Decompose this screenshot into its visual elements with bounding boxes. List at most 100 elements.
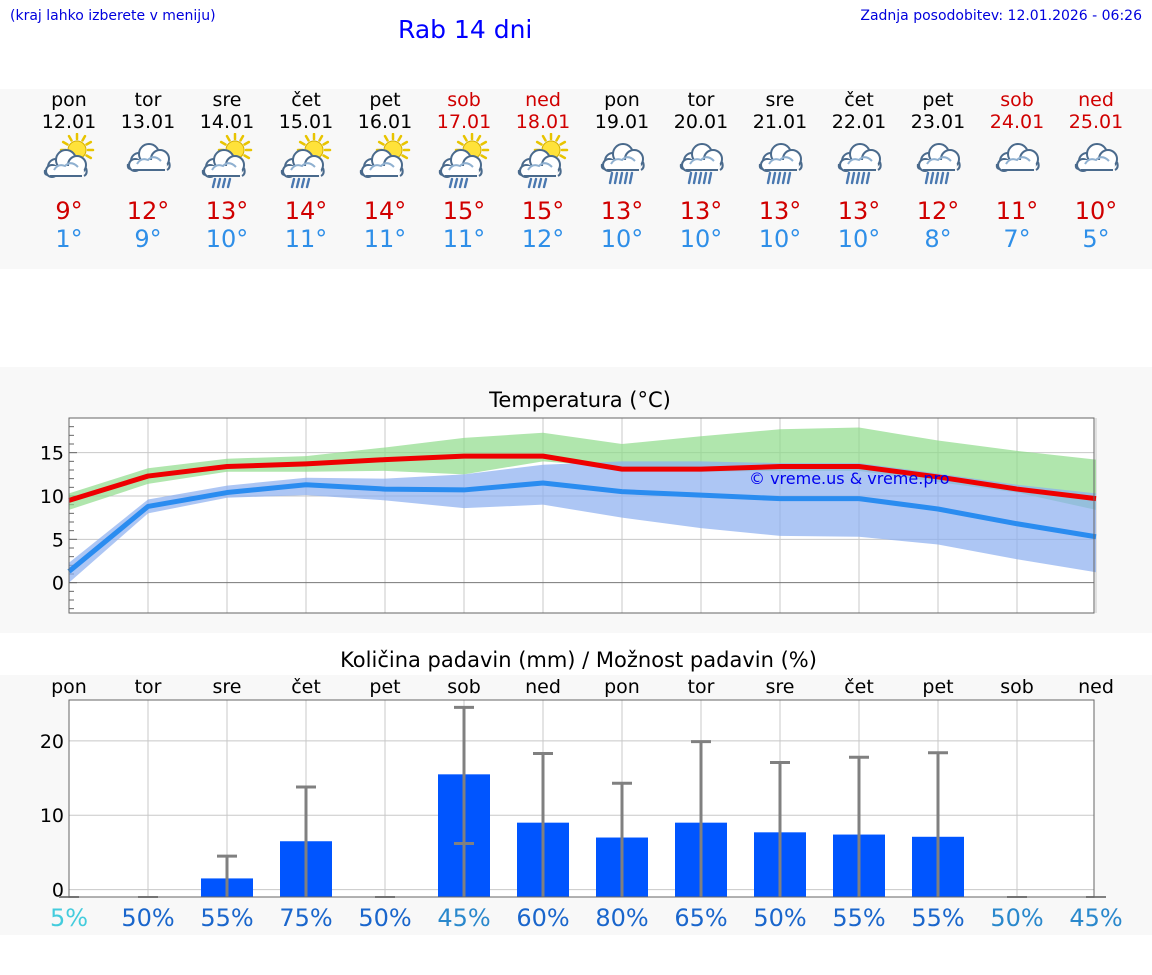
y-tick-label: 5 bbox=[52, 529, 64, 551]
x-day-label: pet bbox=[369, 676, 400, 698]
sun-cloud-rain-icon bbox=[516, 132, 572, 189]
day-name: pon bbox=[51, 89, 87, 111]
max-temperature: 13° bbox=[205, 197, 249, 225]
y-tick-label: 0 bbox=[52, 573, 64, 595]
x-day-label: čet bbox=[291, 676, 321, 698]
sun-cloud-icon bbox=[42, 132, 98, 189]
min-range-band bbox=[69, 461, 1096, 583]
precipitation-probability: 50% bbox=[990, 904, 1043, 932]
max-temperature: 11° bbox=[995, 197, 1039, 225]
y-tick-label: 10 bbox=[40, 486, 64, 508]
day-date: 24.01 bbox=[989, 111, 1045, 133]
max-temperature: 15° bbox=[521, 197, 565, 225]
cloud-rain-icon bbox=[595, 133, 651, 189]
max-range-band bbox=[69, 427, 1096, 510]
day-date: 18.01 bbox=[515, 111, 571, 133]
precipitation-probability: 5% bbox=[50, 904, 88, 932]
sun-cloud-rain-icon bbox=[437, 132, 493, 189]
day-date: 12.01 bbox=[41, 111, 97, 133]
y-tick-label: 15 bbox=[40, 443, 64, 465]
x-day-label: sob bbox=[447, 676, 481, 698]
forecast-strip: pon 12.01 9° 1° tor 13.01 12° 9° sre 14.01 13° 10° č… bbox=[0, 89, 1152, 269]
day-date: 23.01 bbox=[910, 111, 966, 133]
min-temperature: 11° bbox=[284, 225, 328, 253]
max-temperature: 13° bbox=[679, 197, 723, 225]
precipitation-probability: 80% bbox=[595, 904, 648, 932]
max-temperature: 13° bbox=[837, 197, 881, 225]
min-temperature: 5° bbox=[1082, 225, 1110, 253]
day-name: pet bbox=[922, 89, 954, 111]
day-name: čet bbox=[291, 89, 321, 111]
last-update: Zadnja posodobitev: 12.01.2026 - 06:26 bbox=[860, 8, 1142, 24]
precipitation-probability: 75% bbox=[279, 904, 332, 932]
day-name: pet bbox=[369, 89, 401, 111]
location-menu-hint[interactable]: (kraj lahko izberete v meniju) bbox=[10, 8, 216, 24]
y-tick-label: 0 bbox=[52, 880, 64, 902]
x-day-label: sre bbox=[213, 676, 242, 698]
min-temperature: 11° bbox=[442, 225, 486, 253]
sun-cloud-rain-icon bbox=[200, 132, 256, 189]
day-date: 19.01 bbox=[594, 111, 650, 133]
min-temperature-line bbox=[67, 480, 1097, 574]
min-temperature: 7° bbox=[1003, 225, 1031, 253]
cloud-icon bbox=[121, 133, 177, 189]
max-temperature: 15° bbox=[442, 197, 486, 225]
day-name: tor bbox=[134, 89, 162, 111]
day-name: ned bbox=[525, 89, 561, 111]
min-temperature: 8° bbox=[924, 225, 952, 253]
max-temperature-line bbox=[68, 453, 1097, 503]
precipitation-probability: 65% bbox=[674, 904, 727, 932]
day-name: tor bbox=[687, 89, 715, 111]
cloud-rain-icon bbox=[753, 133, 809, 189]
day-date: 22.01 bbox=[831, 111, 887, 133]
x-day-label: pon bbox=[604, 676, 640, 698]
day-date: 15.01 bbox=[278, 111, 334, 133]
precipitation-probability: 50% bbox=[121, 904, 174, 932]
min-temperature: 10° bbox=[837, 225, 881, 253]
max-temperature: 12° bbox=[126, 197, 170, 225]
precipitation-probability: 50% bbox=[753, 904, 806, 932]
x-day-label: ned bbox=[525, 676, 561, 698]
day-date: 16.01 bbox=[357, 111, 413, 133]
day-name: sre bbox=[212, 89, 242, 111]
max-temperature: 10° bbox=[1074, 197, 1118, 225]
page-title: Rab 14 dni bbox=[398, 15, 533, 44]
precipitation-probability: 55% bbox=[832, 904, 885, 932]
temperature-chart-title: Temperatura (°C) bbox=[489, 388, 671, 412]
max-temperature: 13° bbox=[600, 197, 644, 225]
x-day-label: pet bbox=[922, 676, 953, 698]
min-temperature: 11° bbox=[363, 225, 407, 253]
temperature-plot-border bbox=[68, 417, 1095, 614]
day-date: 13.01 bbox=[120, 111, 176, 133]
precipitation-probability: 60% bbox=[516, 904, 569, 932]
x-day-label: sob bbox=[1000, 676, 1034, 698]
cloud-rain-icon bbox=[832, 133, 888, 189]
precipitation-probability: 55% bbox=[911, 904, 964, 932]
precipitation-chart-title: Količina padavin (mm) / Možnost padavin … bbox=[340, 648, 817, 672]
x-day-label: čet bbox=[844, 676, 874, 698]
max-temperature: 14° bbox=[284, 197, 328, 225]
cloud-icon bbox=[990, 133, 1046, 189]
max-temperature: 9° bbox=[55, 197, 83, 225]
precipitation-probability: 45% bbox=[1069, 904, 1122, 932]
precipitation-probability: 55% bbox=[200, 904, 253, 932]
cloud-rain-icon bbox=[911, 133, 967, 189]
day-date: 21.01 bbox=[752, 111, 808, 133]
max-temperature: 14° bbox=[363, 197, 407, 225]
day-name: ned bbox=[1078, 89, 1114, 111]
x-day-label: ned bbox=[1078, 676, 1114, 698]
precipitation-probability: 50% bbox=[358, 904, 411, 932]
sun-cloud-icon bbox=[358, 132, 414, 189]
x-day-label: sre bbox=[766, 676, 795, 698]
sun-cloud-rain-icon bbox=[279, 132, 335, 189]
precipitation-probability: 45% bbox=[437, 904, 490, 932]
day-date: 20.01 bbox=[673, 111, 729, 133]
cloud-rain-icon bbox=[674, 133, 730, 189]
min-temperature: 9° bbox=[134, 225, 162, 253]
min-temperature: 12° bbox=[521, 225, 565, 253]
day-name: sre bbox=[765, 89, 795, 111]
cloud-icon bbox=[1069, 133, 1125, 189]
day-date: 14.01 bbox=[199, 111, 255, 133]
